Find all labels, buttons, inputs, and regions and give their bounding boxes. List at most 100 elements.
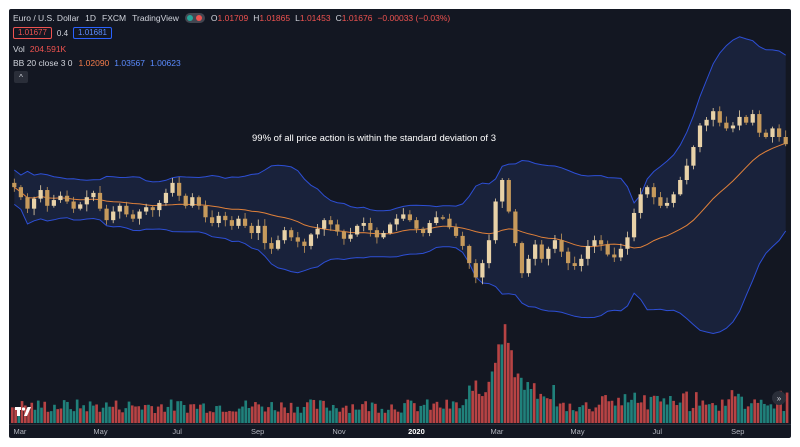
market-open-dot-icon [186, 15, 193, 21]
volume-bar [153, 412, 157, 423]
bollinger-upper-value: 1.02090 [78, 58, 110, 68]
volume-bar [438, 407, 442, 423]
symbol-name[interactable]: Euro / U.S. Dollar [13, 13, 80, 23]
low-value: 1.01453 [299, 13, 331, 23]
volume-bar [636, 402, 640, 423]
market-closed-dot-icon [195, 15, 202, 21]
volume-bar [678, 402, 682, 423]
candle-body [91, 192, 96, 198]
candle-body [737, 116, 742, 126]
candle-body [757, 114, 762, 133]
volume-bar [555, 406, 559, 423]
sell-price-button[interactable]: 1.01677 [13, 27, 52, 39]
buy-price-button[interactable]: 1.01681 [73, 27, 112, 39]
candle-body [183, 195, 188, 206]
volume-bar [237, 408, 241, 423]
scroll-to-realtime-button[interactable]: » [772, 391, 786, 405]
high-label: H [253, 13, 260, 23]
candle-body [203, 205, 208, 218]
volume-bar [20, 401, 24, 423]
volume-bar [412, 403, 416, 423]
volume-bar [40, 407, 43, 423]
volume-bar [461, 405, 465, 423]
volume-bar [396, 411, 400, 423]
volume-bar [455, 402, 458, 423]
volume-bar [101, 407, 105, 423]
candle-body [190, 197, 195, 206]
volume-bar [471, 390, 474, 423]
volume-bar [435, 401, 439, 423]
volume-bar [186, 412, 189, 423]
volume-bar [199, 404, 202, 423]
candle-body [625, 237, 630, 249]
volume-bar [597, 404, 601, 423]
volume-bar [117, 409, 121, 423]
volume-bar [331, 404, 335, 423]
candle-body [282, 230, 287, 241]
candle-body [223, 215, 228, 221]
price-chart[interactable] [9, 9, 791, 438]
candle-body [664, 202, 670, 206]
volume-bar [630, 399, 633, 423]
volume-bar [682, 393, 685, 423]
volume-bar [549, 399, 552, 423]
tradingview-logo-icon[interactable] [15, 405, 31, 419]
volume-bar [393, 409, 397, 423]
volume-bar [305, 402, 309, 423]
candle-body [671, 194, 676, 203]
volume-bar [526, 382, 530, 423]
candle-body [335, 224, 340, 232]
volume-bar [189, 404, 192, 423]
bollinger-legend[interactable]: BB 20 close 3 0 1.02090 1.03567 1.00623 [13, 58, 181, 68]
candle-body [592, 240, 597, 246]
volume-bar [374, 403, 377, 423]
volume-bar [562, 402, 565, 423]
candle-body [559, 240, 564, 252]
volume-legend[interactable]: Vol 204.591K [13, 44, 66, 54]
volume-label: Vol [13, 44, 25, 54]
volume-bar [451, 401, 455, 423]
candle-body [770, 128, 775, 137]
collapse-legend-button[interactable]: ^ [14, 71, 28, 83]
volume-bar [403, 403, 406, 423]
volume-bar [779, 390, 782, 423]
candle-body [777, 128, 782, 137]
candle-body [539, 244, 544, 259]
volume-bar [192, 404, 196, 423]
candle-body [104, 208, 109, 221]
candle-body [598, 240, 604, 245]
volume-bar [542, 396, 546, 423]
candle-body [144, 207, 149, 212]
candle-body [447, 218, 452, 228]
volume-bar [759, 399, 763, 423]
candle-body [678, 180, 683, 195]
candle-body [137, 211, 142, 219]
candle-body [130, 214, 136, 219]
volume-bar [675, 405, 679, 423]
candle-body [658, 197, 663, 206]
candle-body [196, 197, 202, 206]
bollinger-basis-line [13, 142, 786, 249]
time-axis[interactable]: Mar May Jul Sep Nov 2020 Mar May Jul Sep [9, 424, 791, 438]
volume-bar [364, 401, 367, 423]
candle-body [361, 223, 366, 226]
volume-bar [328, 410, 332, 423]
volume-bar [280, 402, 283, 423]
volume-bar [325, 407, 329, 423]
bollinger-band-fill [14, 36, 786, 334]
volume-bar [263, 411, 267, 423]
volume-bar [147, 404, 150, 423]
volume-bar [571, 410, 575, 423]
volume-bar [283, 407, 286, 423]
candle-body [618, 248, 623, 258]
time-axis-label: May [93, 427, 108, 436]
candle-body [612, 254, 617, 258]
volume-bar [785, 392, 789, 423]
volume-bar [685, 391, 688, 423]
volume-bar [484, 392, 487, 423]
market-status-toggle[interactable] [184, 13, 205, 23]
time-axis-label: Jul [172, 427, 182, 436]
interval[interactable]: 1D [85, 13, 97, 23]
volume-bar [231, 411, 235, 423]
candle-body [315, 228, 320, 235]
